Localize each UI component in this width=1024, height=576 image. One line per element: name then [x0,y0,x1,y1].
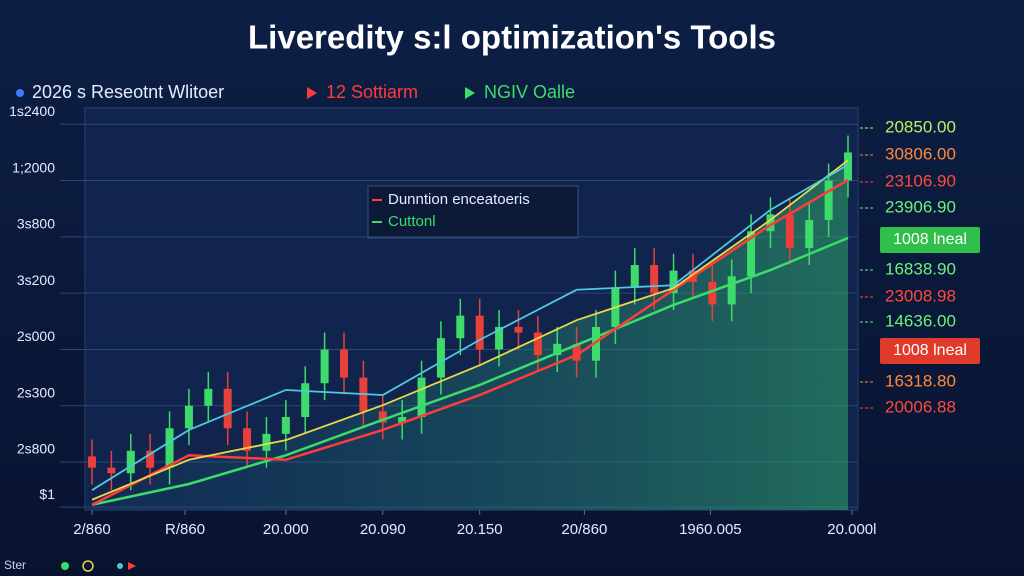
annotation-label: 1008 lneal [893,231,967,248]
footer-icon [61,562,69,570]
x-tick-label: 20.150 [457,521,503,538]
annotation-label: 23906.90 [885,197,956,216]
candle-body [514,326,523,333]
y-tick-label: 2s000 [17,328,55,344]
candle-body [630,264,639,288]
y-tick-label: $1 [39,486,55,502]
x-tick-label: 1960.005 [679,521,742,538]
x-tick-label: 20.090 [360,521,406,538]
legend-label: 12 Sottiarm [326,82,418,102]
y-tick-label: 2s300 [17,384,55,400]
annotation-label: 23008.98 [885,286,956,305]
footer-icon [82,560,94,572]
footer-icon [128,562,136,570]
legend-label: 2026 s Reseotnt Wlitoer [32,82,224,102]
annotation-box [880,338,980,364]
candle-body [533,332,542,356]
candle-body [844,152,852,181]
annotation-label: 16318.80 [885,371,956,390]
candle-body [146,450,155,468]
y-tick-label: 1s2400 [9,103,55,119]
candle-body [475,315,484,350]
candle-body [785,214,794,249]
candle-body [398,416,407,423]
candle-body [824,180,833,220]
inset-legend-label: Cuttonl [388,213,436,230]
candle-body [650,264,659,294]
x-tick-label: R/860 [165,521,205,538]
legend-arrow [307,87,317,99]
candle-body [669,270,678,294]
legend-label: NGIV Oalle [484,82,575,102]
y-tick-label: 3s200 [17,272,55,288]
annotation-label: 14636.00 [885,311,956,330]
annotation-label: 30806.00 [885,144,956,163]
line-series [91,159,849,501]
annotation-label: 1008 lneal [893,342,967,359]
annotation-label: 20850.00 [885,117,956,136]
candle-body [223,388,232,429]
candle-body [243,428,252,451]
candle-body [592,326,600,361]
candle-body [320,349,329,384]
line-series [91,164,849,491]
candle-body [107,467,116,474]
candle-body [378,411,387,423]
annotation-label: 20006.88 [885,397,956,416]
line-series [91,178,849,506]
footer-icon [117,563,123,569]
candle-body [165,428,174,468]
candle-body [417,377,426,417]
candle-body [727,276,736,305]
x-tick-label: 20.000 [263,521,309,538]
candle-body [88,456,96,468]
chart-title: Liveredity s:l optimization's Tools [248,19,776,56]
annotation-box [880,227,980,253]
annotation-label: 23106.90 [885,171,956,190]
line-series [91,236,849,507]
annotation-label: 16838.90 [885,259,956,278]
y-tick-label: 3s800 [17,216,55,232]
candle-body [204,388,213,406]
inset-legend-box [367,185,579,239]
candle-body [708,281,717,305]
candle-body [184,405,193,429]
footer-label: Ster [4,558,26,572]
area-fill [92,160,848,510]
y-tick-label: 1;2000 [12,159,55,175]
candle-body [126,450,135,474]
legend-dot [16,89,24,97]
y-tick-label: 2s800 [17,441,55,457]
candle-body [766,214,775,232]
candle-body [456,315,465,339]
legend-arrow [465,87,475,99]
candle-body [805,219,814,249]
candle-body [747,231,756,277]
inset-legend-label: Dunntion enceatoeris [388,191,530,208]
candle-body [553,343,562,356]
candle-body [262,433,271,451]
candle-body [281,416,290,434]
candle-body [301,383,310,417]
x-tick-label: 2/860 [73,521,111,538]
candle-body [495,326,504,350]
x-tick-label: 20.000l [827,521,876,538]
candle-body [572,343,581,361]
candle-body [340,349,348,378]
x-tick-label: 20/860 [561,521,607,538]
candle-body [436,338,445,378]
